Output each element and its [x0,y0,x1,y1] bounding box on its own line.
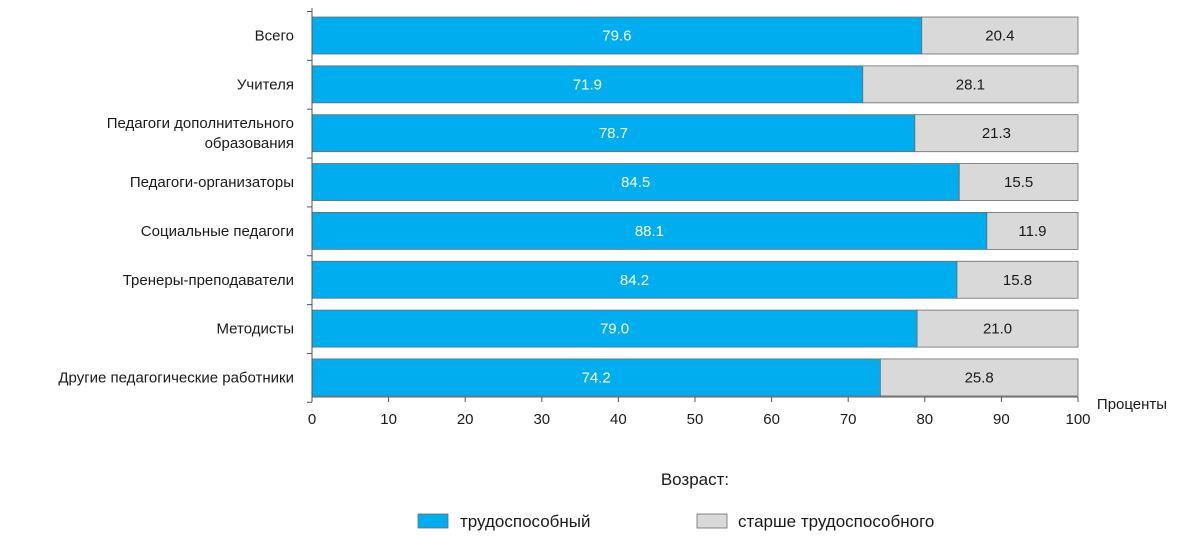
x-axis: 0 10 20 30 40 50 60 70 80 90 100 [307,8,1091,428]
category-label: Всего [255,28,294,45]
legend-swatch [696,513,728,529]
category-label: Педагоги-организаторы [130,174,294,191]
category-label: Методисты [216,321,294,338]
bar-segment-1-6 [916,309,1079,348]
category-label-line: Социальные педагоги [141,223,294,240]
bar-segment-1-5 [956,260,1079,299]
bar-value-label: 84.2 [620,272,649,289]
bar-value-label: 88.1 [635,223,664,240]
bar-value-label: 15.5 [1004,174,1033,191]
legend-entry-label: старше трудоспособного [738,512,934,531]
category-labels: Всего Учителя Педагоги дополнительного обра… [58,28,294,387]
category-label-line: Учителя [237,76,294,93]
bar-segment-1-1 [862,65,1079,104]
bar-value-label: 79.6 [602,28,631,45]
bar-value-label: 21.3 [982,125,1011,142]
x-tick-label: 100 [1065,411,1090,428]
bar-segment-0-7 [311,358,881,397]
category-label-line: Педагоги-организаторы [130,174,294,191]
bar-value-label: 28.1 [956,76,985,93]
legend-swatch [417,513,449,529]
x-tick-label: 10 [380,411,397,428]
legend-title: Возраст: [661,470,729,489]
category-label: Тренеры-преподаватели [123,272,294,289]
x-tick-label: 80 [916,411,933,428]
bar-segment-0-3 [311,163,960,201]
bar-value-label: 21.0 [983,321,1012,338]
category-label: Учителя [237,76,294,93]
category-label-line: Всего [255,28,294,45]
bar-segment-0-0 [311,16,923,55]
category-label-line: Тренеры-преподаватели [123,272,294,289]
legend: Возраст: трудоспособный старше трудоспособ… [417,470,934,531]
category-label: Социальные педагоги [141,223,294,240]
bar-segment-1-7 [879,358,1079,397]
bar-value-label: 79.0 [600,321,629,338]
category-label-line: Методисты [216,321,294,338]
bar-value-label: 11.9 [1018,223,1046,240]
bar-segment-1-2 [914,114,1079,153]
bar-value-label: 84.5 [621,174,650,191]
category-label: Педагоги дополнительного образования [107,115,294,152]
bar-value-label: 25.8 [965,369,994,386]
x-tick-label: 60 [763,411,780,428]
x-tick-label: 40 [610,411,627,428]
category-label-line: образования [205,135,294,152]
category-label-line: Другие педагогические работники [58,369,294,386]
bar-segment-0-2 [311,114,916,153]
x-tick-label: 0 [308,411,316,428]
category-label: Другие педагогические работники [58,369,294,386]
x-tick-label: 90 [993,411,1010,428]
x-tick-label: 70 [840,411,857,428]
bar-value-label: 78.7 [599,125,628,142]
bar-value-label: 20.4 [985,28,1014,45]
x-tick-label: 20 [457,411,474,428]
bar-segment-0-6 [311,309,918,348]
bar-segment-1-0 [921,16,1079,55]
x-axis-unit-label: Проценты [1097,396,1167,413]
x-tick-label: 50 [687,411,704,428]
legend-entry-label: трудоспособный [460,512,591,531]
bar-value-label: 15.8 [1003,272,1032,289]
bar-segment-1-3 [958,163,1079,201]
bars-layer: 79.6 20.4 71.9 28.1 78.7 21.3 84.5 15.5 88.1 11.9… [311,16,1079,397]
bar-value-label: 71.9 [573,76,602,93]
bar-value-label: 74.2 [582,369,611,386]
bar-segment-1-4 [986,211,1079,250]
bar-segment-0-1 [311,65,864,104]
x-tick-label: 30 [533,411,550,428]
category-label-line: Педагоги дополнительного [107,115,294,132]
